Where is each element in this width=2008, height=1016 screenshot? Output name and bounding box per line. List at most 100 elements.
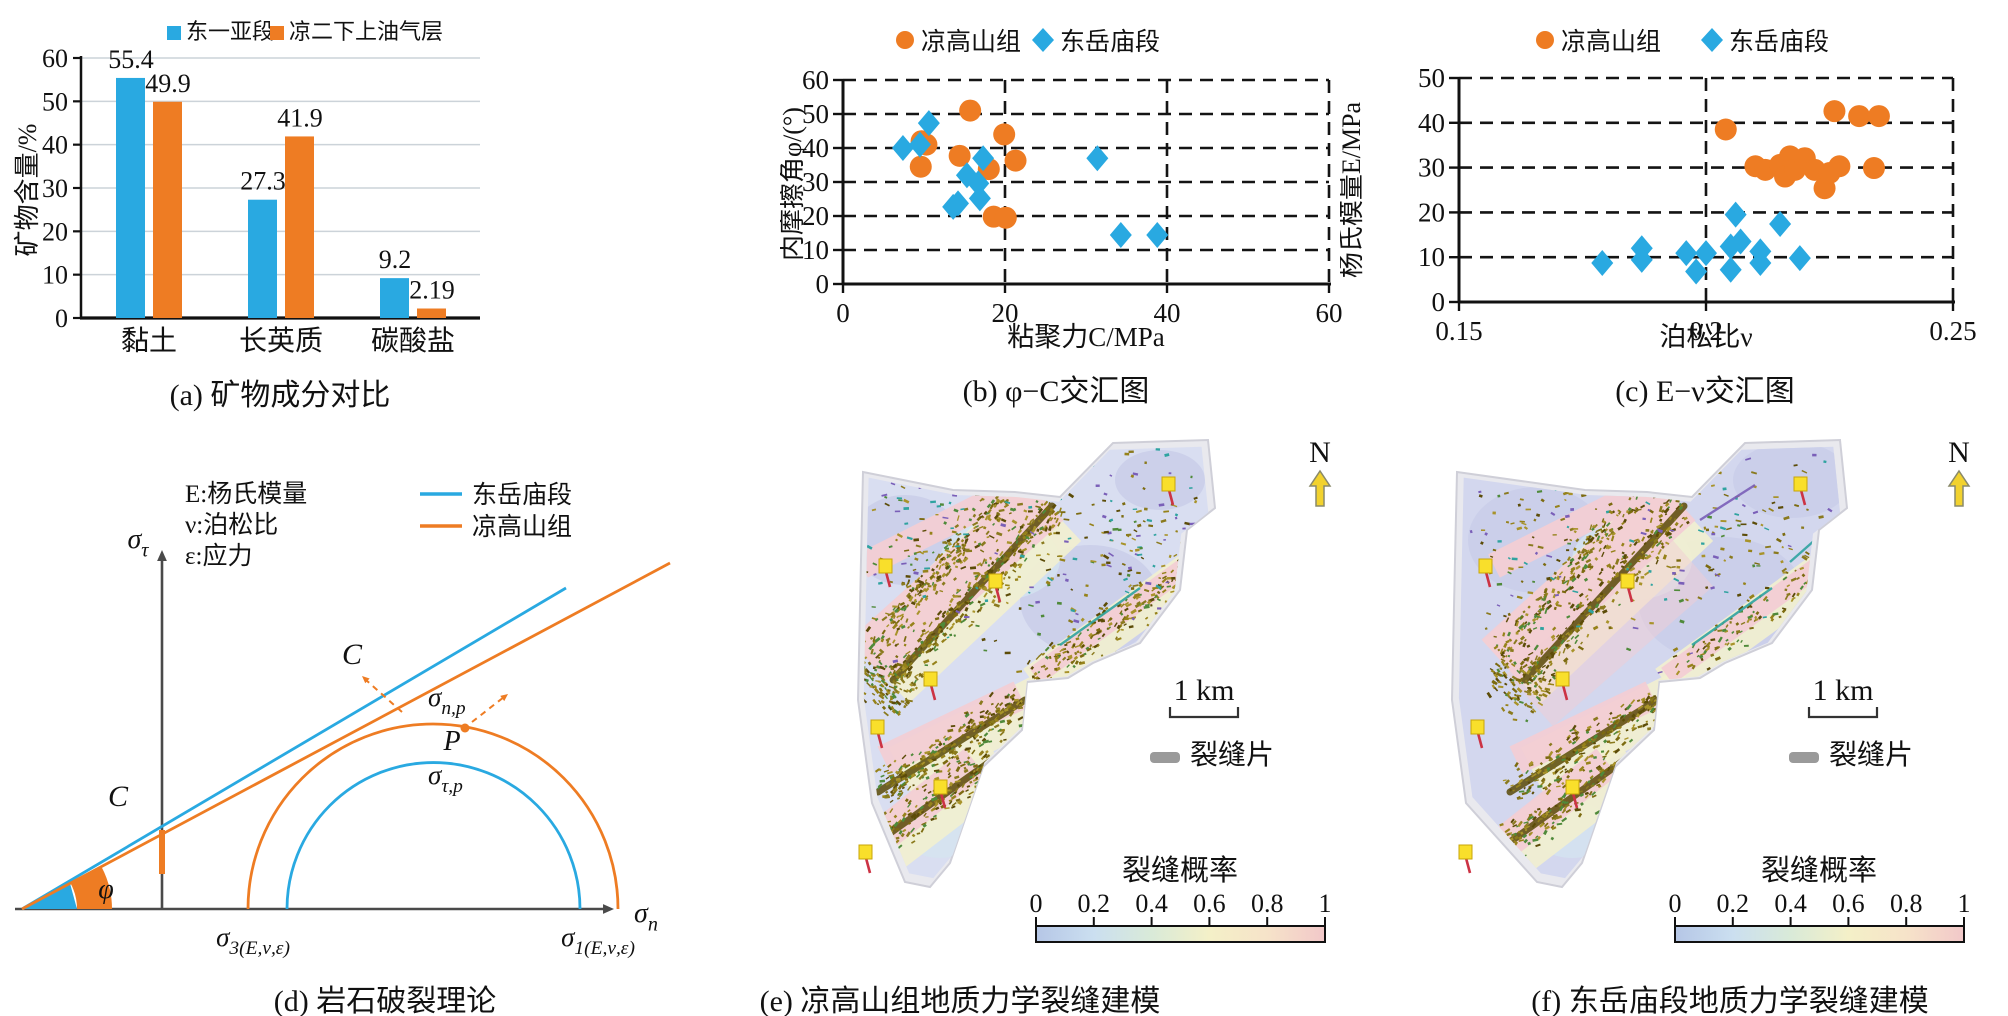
fracture-chip-icon: [1144, 603, 1150, 607]
fracture-chip-icon: [941, 572, 947, 578]
bar-value-label: 41.9: [277, 103, 323, 132]
fracture-chip-icon: [953, 748, 956, 750]
fracture-chip-icon: [1587, 588, 1593, 592]
fracture-chip-icon: [1074, 660, 1079, 665]
fracture-chip-icon: [1755, 611, 1760, 616]
fracture-chip-icon: [873, 687, 880, 695]
fracture-chip-icon: [979, 710, 985, 714]
fracture-chip-icon: [1635, 556, 1640, 561]
fracture-chip-icon: [962, 551, 966, 557]
fracture-chip-icon: [1602, 520, 1607, 524]
data-point-diamond: [942, 193, 965, 220]
fracture-chip-icon: [886, 639, 890, 645]
fracture-chip-icon: [1791, 592, 1796, 598]
fracture-chip-icon: [946, 762, 951, 768]
fracture-chip-icon: [948, 747, 952, 751]
fracture-chip-icon: [896, 497, 903, 500]
fracture-chip-icon: [1486, 691, 1493, 699]
fracture-chip-icon: [914, 686, 918, 690]
fracture-chip-icon: [870, 860, 876, 864]
fracture-chip-icon: [885, 683, 889, 687]
fracture-chip-icon: [1527, 781, 1531, 785]
arrowhead-icon: [500, 694, 508, 702]
fracture-chip-icon: [1640, 531, 1647, 536]
fracture-chip-icon: [1778, 615, 1782, 619]
fracture-chip-icon: [1510, 522, 1515, 525]
fracture-chip-icon: [1568, 492, 1573, 496]
fracture-chip-icon: [1541, 813, 1546, 818]
fracture-chip-icon: [1524, 679, 1528, 683]
fracture-chip-icon: [983, 577, 989, 583]
fracture-chip-icon: [873, 652, 876, 655]
fracture-chip-icon: [1055, 517, 1059, 524]
fracture-chip-icon: [900, 624, 906, 629]
fracture-chip-icon: [995, 539, 999, 543]
bar: [153, 101, 182, 319]
fracture-chip-icon: [849, 873, 854, 876]
fracture-chip-icon: [1571, 577, 1577, 583]
fracture-chip-icon: [1165, 581, 1170, 584]
fracture-chip-icon: [997, 517, 1002, 523]
fracture-chip-icon: [1511, 557, 1518, 561]
fracture-chip-icon: [1602, 756, 1606, 761]
fracture-chip-icon: [1040, 515, 1047, 520]
fracture-chip-icon: [1037, 519, 1041, 523]
fracture-chip-icon: [1651, 542, 1657, 549]
fracture-chip-icon: [928, 638, 933, 644]
data-point-diamond: [1769, 211, 1792, 238]
fracture-chip-icon: [990, 787, 995, 792]
fracture-chip-icon: [1586, 633, 1590, 638]
fracture-chip-icon: [946, 538, 953, 543]
fracture-chip-icon: [1136, 683, 1142, 687]
bar-value-label: 2.19: [409, 276, 455, 305]
north-label: N: [1309, 436, 1331, 469]
fracture-chip-icon: [1577, 645, 1584, 651]
fracture-chip-icon: [1729, 555, 1734, 559]
fracture-chip-icon: [1033, 533, 1037, 537]
fracture-chip-icon: [961, 783, 966, 789]
fracture-chip-icon: [1581, 569, 1586, 574]
fracture-chip-icon: [1044, 481, 1051, 486]
fracture-chip-icon: [1533, 810, 1538, 814]
fracture-chip-icon: [882, 794, 887, 799]
fracture-chip-icon: [1533, 692, 1537, 696]
fracture-chip-icon: [901, 604, 906, 609]
fracture-chip-icon: [1528, 629, 1533, 634]
y-axis-title: 内摩擦角φ/(°): [780, 107, 807, 261]
fracture-chip-icon: [1121, 502, 1126, 506]
fracture-chip-icon: [1516, 669, 1521, 675]
fracture-chip-icon: [1179, 605, 1186, 611]
fracture-chip-icon: [982, 739, 990, 744]
fracture-chip-icon: [898, 623, 904, 628]
fracture-chip-icon: [1628, 717, 1635, 720]
fracture-chip-icon: [1044, 646, 1050, 652]
fracture-chip-icon: [1710, 586, 1715, 590]
fracture-chip-icon: [1002, 556, 1007, 562]
fracture-chip-icon: [979, 583, 985, 588]
fracture-chip-icon: [1498, 864, 1504, 869]
fracture-chip-icon: [1567, 556, 1571, 561]
fracture-chip-icon: [1002, 576, 1006, 580]
fracture-chip-icon: [1582, 541, 1586, 545]
fracture-chip-icon: [881, 616, 888, 622]
fracture-chip-icon: [902, 828, 907, 833]
fracture-chip-icon: [1615, 736, 1621, 742]
fracture-chip-icon: [1580, 616, 1584, 620]
fracture-chip-icon: [892, 621, 898, 624]
fracture-chip-icon: [854, 853, 858, 857]
fracture-chip-icon: [1751, 471, 1758, 475]
fracture-chip-icon: [1166, 585, 1172, 588]
fracture-chip-icon: [1026, 534, 1032, 537]
fracture-chip-icon: [1026, 659, 1031, 665]
fracture-chip-legend-icon: [1150, 752, 1180, 763]
fracture-chip-icon: [933, 576, 936, 579]
fracture-chip-icon: [1476, 870, 1482, 875]
fracture-chip-icon: [863, 671, 867, 675]
legend-swatch-icon: [270, 26, 284, 40]
fracture-chip-icon: [1510, 784, 1514, 787]
fracture-chip-icon: [1553, 646, 1559, 653]
fracture-chip-icon: [920, 642, 924, 647]
fracture-chip-icon: [1571, 731, 1578, 735]
fracture-chip-icon: [948, 800, 953, 805]
fracture-chip-icon: [1507, 612, 1511, 617]
